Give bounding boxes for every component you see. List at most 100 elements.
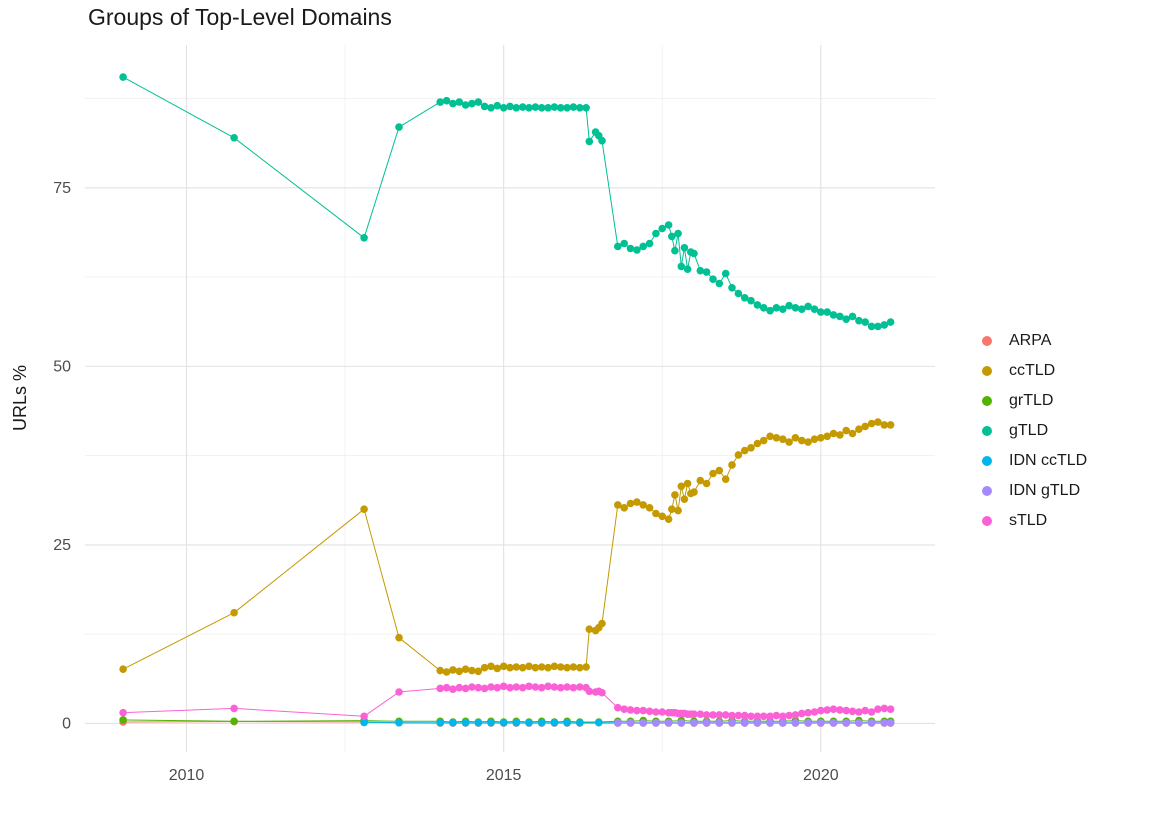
series-point-stld [585,687,594,696]
series-point-cctld [395,633,403,642]
series-point-gtld [855,316,863,325]
series-point-stld [798,709,806,718]
series-point-idn-cctld [499,718,508,727]
series-point-gtld [671,246,679,255]
series-point-cctld [798,436,806,445]
series-point-idn-gtld [880,718,889,727]
series-point-grtld [119,716,127,724]
series-point-stld [747,712,755,721]
series-point-gtld [544,104,552,112]
series-point-cctld [842,426,850,435]
series-point-stld [449,685,457,693]
legend-item-cctld: ccTLD [982,356,1087,386]
legend-label-cctld: ccTLD [1009,362,1056,379]
series-point-idn-gtld [677,718,686,727]
series-point-cctld [582,663,590,671]
series-point-cctld [493,664,502,673]
series-point-gtld [880,321,889,329]
series-point-stld [576,683,584,691]
series-point-cctld [442,668,451,676]
series-point-cctld [674,506,682,515]
series-point-gtld [230,134,238,142]
series-point-cctld [645,504,654,512]
series-point-cctld [639,501,647,509]
series-point-gtld [119,73,127,81]
x-tick-label: 2020 [803,767,839,784]
series-point-stld [230,704,238,713]
series-point-gtld [798,305,806,314]
series-point-cctld [677,482,686,491]
series-point-stld [772,711,781,720]
series-point-idn-cctld [595,718,603,727]
series-point-cctld [696,476,705,485]
series-point-idn-gtld [867,718,876,727]
series-point-stld [829,705,838,713]
series-point-gtld [674,229,682,238]
series-point-stld [512,683,521,691]
series-point-cctld [753,439,762,448]
series-point-gtld [563,104,571,112]
series-point-gtld [633,246,641,254]
series-point-gtld [582,104,590,112]
legend-item-gtld: gTLD [982,416,1087,446]
series-point-gtld [585,137,594,146]
series-point-gtld [652,229,660,238]
series-point-cctld [804,438,812,446]
series-point-cctld [449,666,457,674]
series-point-idn-gtld [702,718,711,727]
series-point-gtld [537,104,546,112]
y-tick-label: 50 [53,358,71,375]
legend-item-arpa: ARPA [982,326,1087,356]
series-point-idn-gtld [817,718,825,727]
legend-label-grtld: grTLD [1009,392,1054,409]
series-point-stld [740,711,749,720]
series-point-stld [791,711,800,719]
legend: ARPA ccTLD grTLD gTLD IDN ccTLD IDN gTLD sTLD [982,326,1087,536]
series-point-stld [598,688,606,697]
series-point-stld [817,706,825,715]
series-point-stld [753,712,762,721]
series-point-cctld [759,436,768,445]
legend-key-icon-stld [982,516,992,526]
y-tick-label: 75 [53,180,71,197]
series-point-stld [810,708,819,716]
series-point-idn-cctld [525,718,533,727]
series-point-gtld [487,104,495,112]
series-point-gtld [829,311,838,319]
series-point-cctld [506,663,514,672]
legend-key-icon-idn-gtld [982,486,992,496]
series-point-gtld [680,244,689,252]
series-point-idn-gtld [766,718,774,727]
series-point-cctld [680,495,689,504]
series-point-cctld [721,475,730,484]
series-point-cctld [740,446,749,455]
series-point-cctld [817,434,825,442]
series-point-stld [544,682,552,691]
series-point-stld [779,712,787,721]
series-point-gtld [639,242,647,251]
series-point-cctld [598,619,606,628]
series-point-gtld [690,249,698,258]
series-point-gtld [664,221,673,229]
series-point-gtld [506,102,514,111]
series-point-gtld [442,96,451,105]
series-point-stld [842,706,850,715]
y-tick-label: 25 [53,537,71,554]
series-line-stld [123,685,891,717]
series-point-gtld [614,242,622,251]
series-point-stld [563,683,571,691]
series-point-cctld [823,432,831,441]
series-point-idn-gtld [715,718,724,727]
series-point-stld [537,683,546,692]
series-point-stld [474,683,483,692]
series-point-cctld [880,421,889,429]
series-point-stld [360,712,368,721]
series-point-idn-cctld [449,718,457,727]
series-point-stld [696,710,705,718]
series-point-gtld [772,304,781,312]
series-point-stld [525,682,533,691]
series-point-cctld [810,435,819,444]
series-point-gtld [395,123,403,131]
series-point-idn-cctld [537,718,546,727]
series-point-stld [836,706,844,714]
